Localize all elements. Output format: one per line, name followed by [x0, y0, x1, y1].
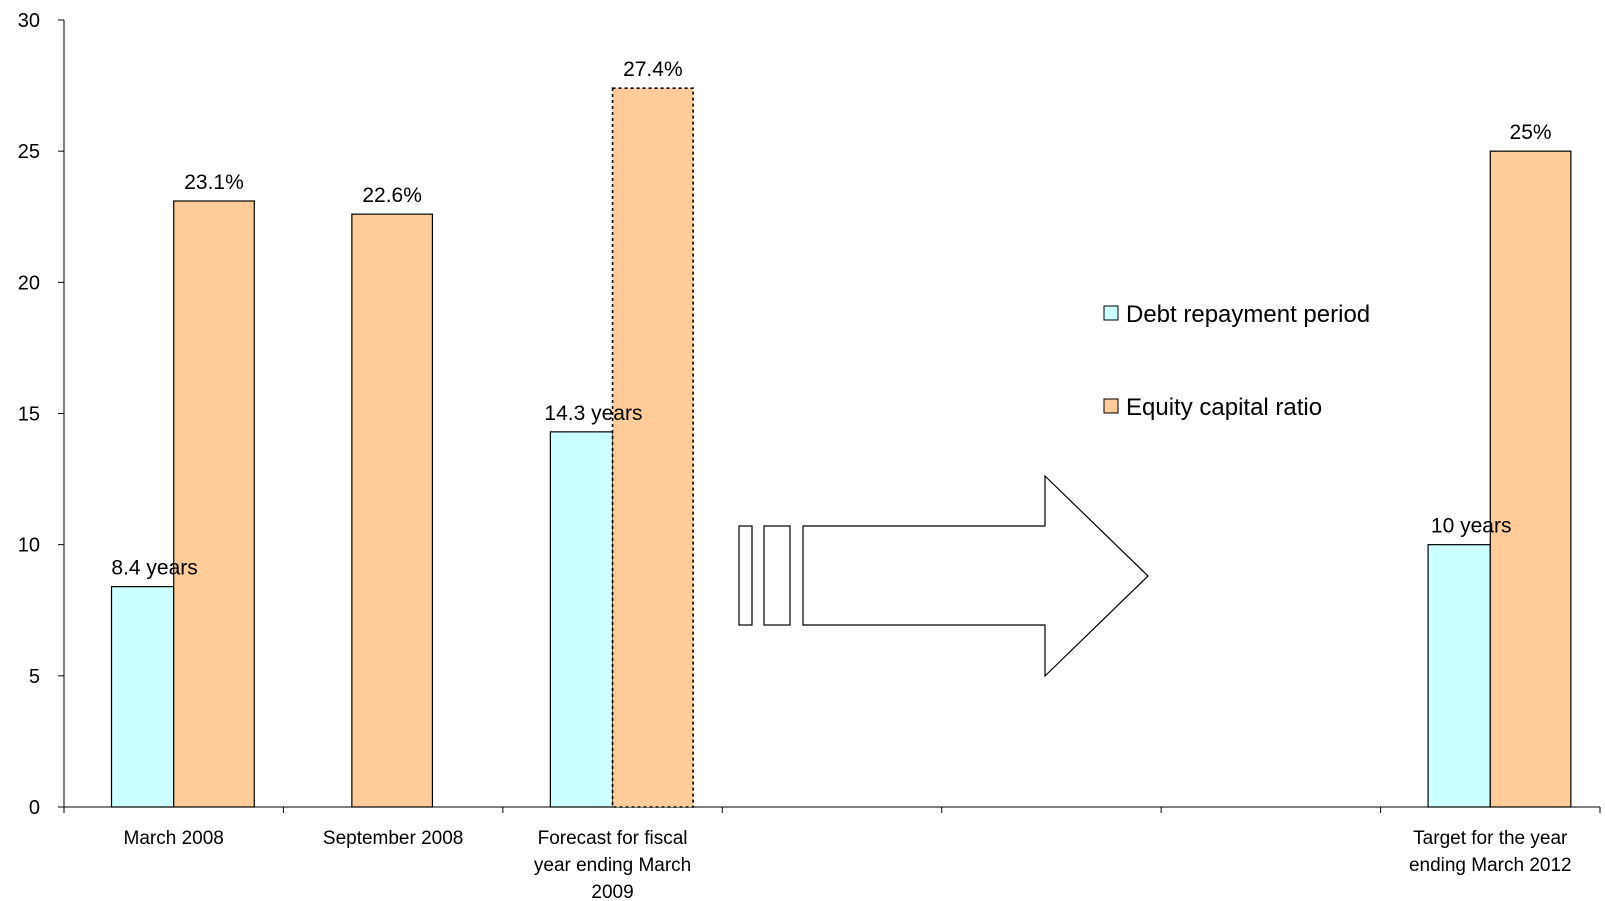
legend-label: Equity capital ratio [1126, 394, 1322, 421]
y-tick-label: 15 [18, 404, 40, 426]
data-label: 27.4% [623, 58, 683, 81]
data-label: 22.6% [362, 184, 422, 207]
y-tick-label: 5 [29, 666, 40, 688]
y-tick-label: 10 [18, 535, 40, 557]
chart-legend: Debt repayment period Equity capital rati… [1103, 301, 1370, 421]
y-tick-label: 25 [18, 141, 40, 163]
x-category-label: March 2008 [124, 828, 224, 849]
bar-debt-repayment-period [549, 431, 614, 808]
right-arrow-icon [738, 474, 1149, 678]
y-tick-label: 30 [18, 10, 40, 32]
data-label: 23.1% [184, 171, 244, 194]
bar-equity-capital-ratio [611, 87, 694, 808]
chart-data-labels: 8.4 years 23.1% 22.6% 14.3 years 27.4% 10 yea… [111, 58, 1551, 579]
x-category-label: Target for the year [1413, 828, 1568, 849]
x-category-label: Forecast for fiscal [538, 828, 688, 849]
data-label: 8.4 years [111, 557, 197, 580]
data-label: 10 years [1431, 515, 1512, 538]
bar-debt-repayment-period [1427, 544, 1491, 808]
x-category-label: September 2008 [323, 828, 464, 849]
bar-debt-repayment-period [110, 586, 175, 808]
bar-equity-capital-ratio [351, 213, 434, 808]
chart-axes: 0 5 10 15 20 25 30 [18, 10, 1601, 819]
data-label: 25% [1510, 121, 1552, 144]
legend-label: Debt repayment period [1126, 301, 1370, 328]
chart-category-labels: March 2008 September 2008 Forecast for fis… [124, 828, 1572, 901]
x-category-label: ending March 2012 [1409, 855, 1572, 876]
legend-swatch [1103, 305, 1119, 321]
bar-equity-capital-ratio [173, 200, 255, 808]
y-tick-label: 0 [29, 797, 40, 819]
bar-equity-capital-ratio [1489, 150, 1572, 808]
legend-swatch [1103, 398, 1119, 414]
y-tick-label: 20 [18, 272, 40, 294]
chart-bars [110, 87, 1572, 808]
x-category-label: year ending March [534, 855, 691, 876]
x-category-label: 2009 [591, 882, 633, 901]
data-label: 14.3 years [544, 402, 642, 425]
